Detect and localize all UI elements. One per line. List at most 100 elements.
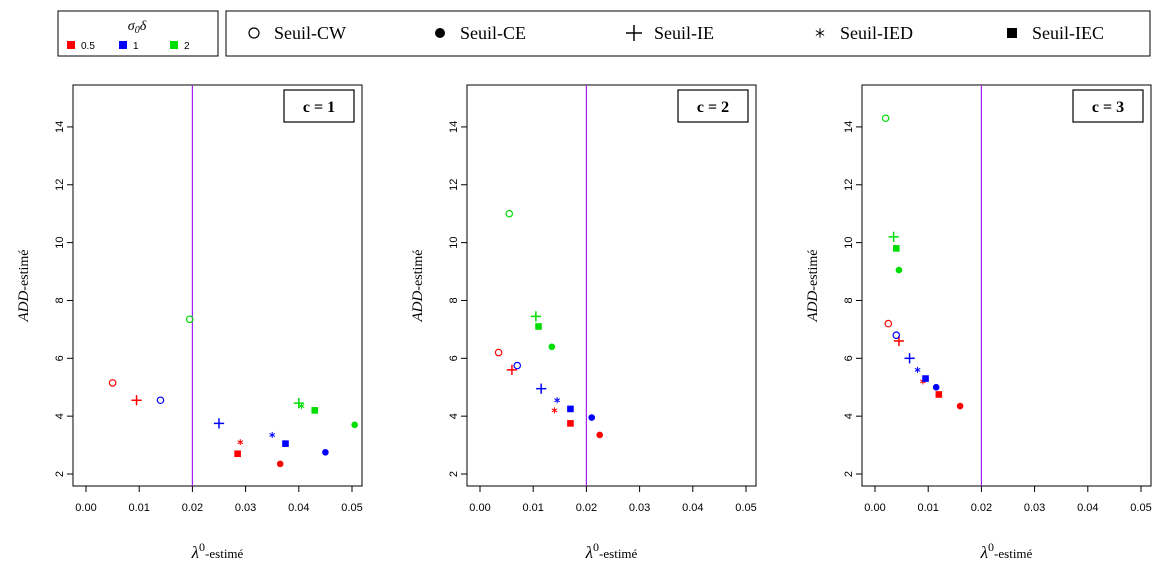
- legend-marker-Seuil-IED-c: [815, 30, 825, 36]
- point-Seuil-CE-sigma-2: [895, 266, 903, 274]
- point-Seuil-IED-sigma-1: [269, 431, 276, 438]
- data-points: [108, 315, 358, 468]
- legend-label-Seuil-CE: Seuil-CE: [460, 23, 526, 43]
- y-tick-label: 8: [54, 297, 66, 303]
- point-Seuil-CW-sigma-1: [513, 361, 522, 370]
- panel-label: c = 2: [677, 89, 749, 123]
- legend-label-Seuil-IE: Seuil-IE: [654, 23, 714, 43]
- point-Seuil-CE-sigma-2-shape: [895, 266, 903, 274]
- point-Seuil-IEC-sigma-2: [892, 245, 900, 252]
- legend-marker-Seuil-IED: [815, 28, 825, 38]
- plot-frame: [861, 84, 1152, 487]
- plot-frame: [72, 84, 363, 487]
- x-axis: 0.00 0.01 0.02 0.03 0.04 0.05: [469, 485, 757, 514]
- point-Seuil-CW-sigma-0.5: [108, 379, 117, 387]
- y-tick-label: 6: [54, 355, 66, 361]
- x-tick-label: 0.01: [917, 502, 938, 514]
- data-points: [494, 209, 603, 439]
- sigma-swatch-1: [119, 41, 127, 49]
- point-Seuil-IED-sigma-1: [914, 366, 921, 373]
- x-tick-label: 0.04: [288, 502, 309, 514]
- point-Seuil-IEC-sigma-2-shape: [535, 323, 542, 330]
- x-axis: 0.00 0.01 0.02 0.03 0.04 0.05: [864, 485, 1152, 514]
- point-Seuil-CE-sigma-1: [588, 414, 596, 421]
- point-Seuil-IEC-sigma-0.5-shape: [935, 391, 943, 398]
- point-Seuil-IEC-sigma-0.5: [935, 391, 943, 398]
- point-Seuil-CE-sigma-0.5-shape: [956, 402, 964, 410]
- point-Seuil-IED-sigma-1-c: [269, 433, 276, 437]
- sigma-legend-border: [57, 10, 219, 57]
- point-Seuil-IE-sigma-0.5: [131, 395, 142, 406]
- point-Seuil-CE-sigma-1: [322, 449, 329, 456]
- point-Seuil-IEC-sigma-1: [922, 375, 929, 382]
- y-tick-label: 2: [448, 471, 460, 477]
- point-Seuil-IEC-sigma-1: [282, 440, 289, 447]
- point-Seuil-CE-sigma-2-shape: [548, 343, 556, 351]
- sigma-legend-sub: 0: [135, 25, 140, 36]
- y-tick-label: 14: [54, 121, 66, 133]
- sigma-legend-entries: 0.5 1 2: [67, 41, 190, 52]
- point-Seuil-CW-sigma-0.5: [494, 348, 503, 357]
- point-Seuil-CW-sigma-1: [156, 396, 165, 405]
- point-Seuil-CE-sigma-0.5-shape: [596, 431, 603, 439]
- point-Seuil-CE-sigma-2-shape: [351, 421, 358, 429]
- legend-marker-Seuil-CE-shape: [435, 28, 445, 38]
- point-Seuil-CW-sigma-0.5-shape: [884, 319, 893, 328]
- x-tick-label: 0.00: [864, 502, 885, 514]
- x-tick-label: 0.00: [469, 502, 490, 514]
- sigma-legend-title: σ0δ: [128, 19, 147, 36]
- legend-marker-Seuil-IEC: [1007, 28, 1017, 38]
- point-Seuil-IE-sigma-1: [536, 383, 547, 394]
- panel-label-text: c = 2: [697, 99, 729, 116]
- point-Seuil-CE-sigma-1-shape: [932, 383, 940, 391]
- sigma-label-0.5: 0.5: [81, 41, 95, 52]
- x-tick-label: 0.05: [735, 502, 756, 514]
- legend-label-Seuil-CW: Seuil-CW: [274, 23, 346, 43]
- point-Seuil-IE-sigma-2: [888, 231, 899, 242]
- legend-marker-Seuil-IEC-shape: [1007, 28, 1017, 38]
- point-Seuil-IED-sigma-2: [298, 402, 305, 410]
- point-Seuil-CW-sigma-2-shape: [881, 114, 890, 123]
- point-Seuil-CE-sigma-0.5: [276, 460, 284, 468]
- point-Seuil-IE-sigma-2: [530, 311, 541, 322]
- y-tick-label: 12: [448, 179, 460, 191]
- sigma-legend-delta: δ: [140, 19, 147, 34]
- plot-frame: [466, 84, 757, 487]
- x-tick-label: 0.03: [629, 502, 650, 514]
- y-axis-label: ADD-estimé: [410, 249, 426, 322]
- x-tick-label: 0.05: [341, 502, 362, 514]
- point-Seuil-CE-sigma-2: [351, 421, 358, 429]
- y-axis-label: ADD-estimé: [805, 249, 821, 322]
- y-axis: 2 4 6 8 10 12 14: [448, 121, 468, 477]
- point-Seuil-CW-sigma-0.5: [884, 319, 893, 328]
- point-Seuil-IEC-sigma-0.5-shape: [234, 450, 241, 458]
- point-Seuil-CE-sigma-0.5: [956, 402, 964, 410]
- point-Seuil-CW-sigma-1-shape: [892, 331, 901, 339]
- legend-marker-Seuil-IE: [626, 25, 642, 41]
- x-tick-label: 0.01: [128, 502, 149, 514]
- point-Seuil-CW-sigma-1-shape: [513, 361, 522, 370]
- point-Seuil-IEC-sigma-2-shape: [892, 245, 900, 252]
- panel-label: c = 1: [283, 89, 355, 123]
- x-tick-label: 0.02: [576, 502, 597, 514]
- y-tick-label: 14: [448, 121, 460, 133]
- point-Seuil-IE-sigma-0.5: [506, 364, 518, 375]
- sigma-swatch-2: [170, 41, 178, 49]
- y-tick-label: 10: [54, 236, 66, 248]
- point-Seuil-IED-sigma-0.5: [551, 407, 558, 414]
- method-legend-entries: Seuil-CW Seuil-CE Seuil-IE Seuil-IED Seuil-I…: [248, 23, 1104, 43]
- point-Seuil-CW-sigma-2: [185, 315, 194, 324]
- point-Seuil-IEC-sigma-0.5: [234, 450, 241, 458]
- panel-label: c = 3: [1072, 89, 1144, 123]
- legend-label-Seuil-IED: Seuil-IED: [840, 23, 913, 43]
- x-axis: 0.00 0.01 0.02 0.03 0.04 0.05: [75, 485, 363, 514]
- panel-label-text: c = 1: [303, 99, 335, 116]
- point-Seuil-IE-sigma-1: [904, 353, 915, 364]
- panel-label-text: c = 3: [1092, 99, 1124, 116]
- point-Seuil-IEC-sigma-1-shape: [567, 405, 574, 413]
- point-Seuil-CW-sigma-2: [881, 114, 890, 123]
- point-Seuil-IED-sigma-1: [554, 397, 561, 404]
- y-tick-label: 12: [54, 179, 66, 191]
- point-Seuil-IEC-sigma-2-shape: [311, 407, 319, 414]
- x-tick-label: 0.03: [1024, 502, 1045, 514]
